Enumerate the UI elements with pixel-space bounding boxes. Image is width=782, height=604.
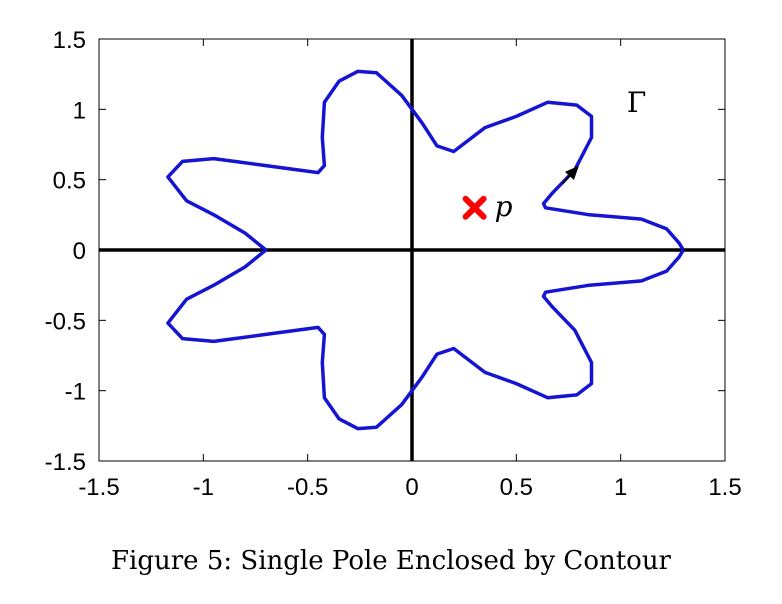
x-tick-label: 0 [405,474,418,501]
x-tick-label: -1 [193,474,214,501]
pole-marker-stroke [462,195,487,220]
contour-label: Γ [627,86,646,119]
arrow-head [565,165,579,180]
y-tick-label: -0.5 [45,308,86,335]
y-tick-label: 0 [73,238,86,265]
pole-label: p [495,190,513,223]
y-tick-label: -1.5 [45,449,86,476]
y-tick-label: 0.5 [53,168,86,195]
x-tick-label: -1.5 [78,474,119,501]
contour-gamma [166,69,685,431]
y-tick-label: 1 [73,97,86,124]
contour-series [166,69,685,431]
x-tick-label: 1.5 [708,474,741,501]
figure-caption: Figure 5: Single Pole Enclosed by Contou… [111,546,671,576]
y-tick-label: -1 [65,379,86,406]
y-tick-label: 1.5 [53,27,86,54]
x-tick-label: 1 [614,474,627,501]
x-tick-label: -0.5 [287,474,328,501]
tick-labels: -1.5 -1 -0.5 0 0.5 1 1.5 -1.5 -1 -0.5 0 0.5 1 1.5 [45,27,742,501]
x-tick-label: 0.5 [500,474,533,501]
annotations: Γp [462,86,646,223]
